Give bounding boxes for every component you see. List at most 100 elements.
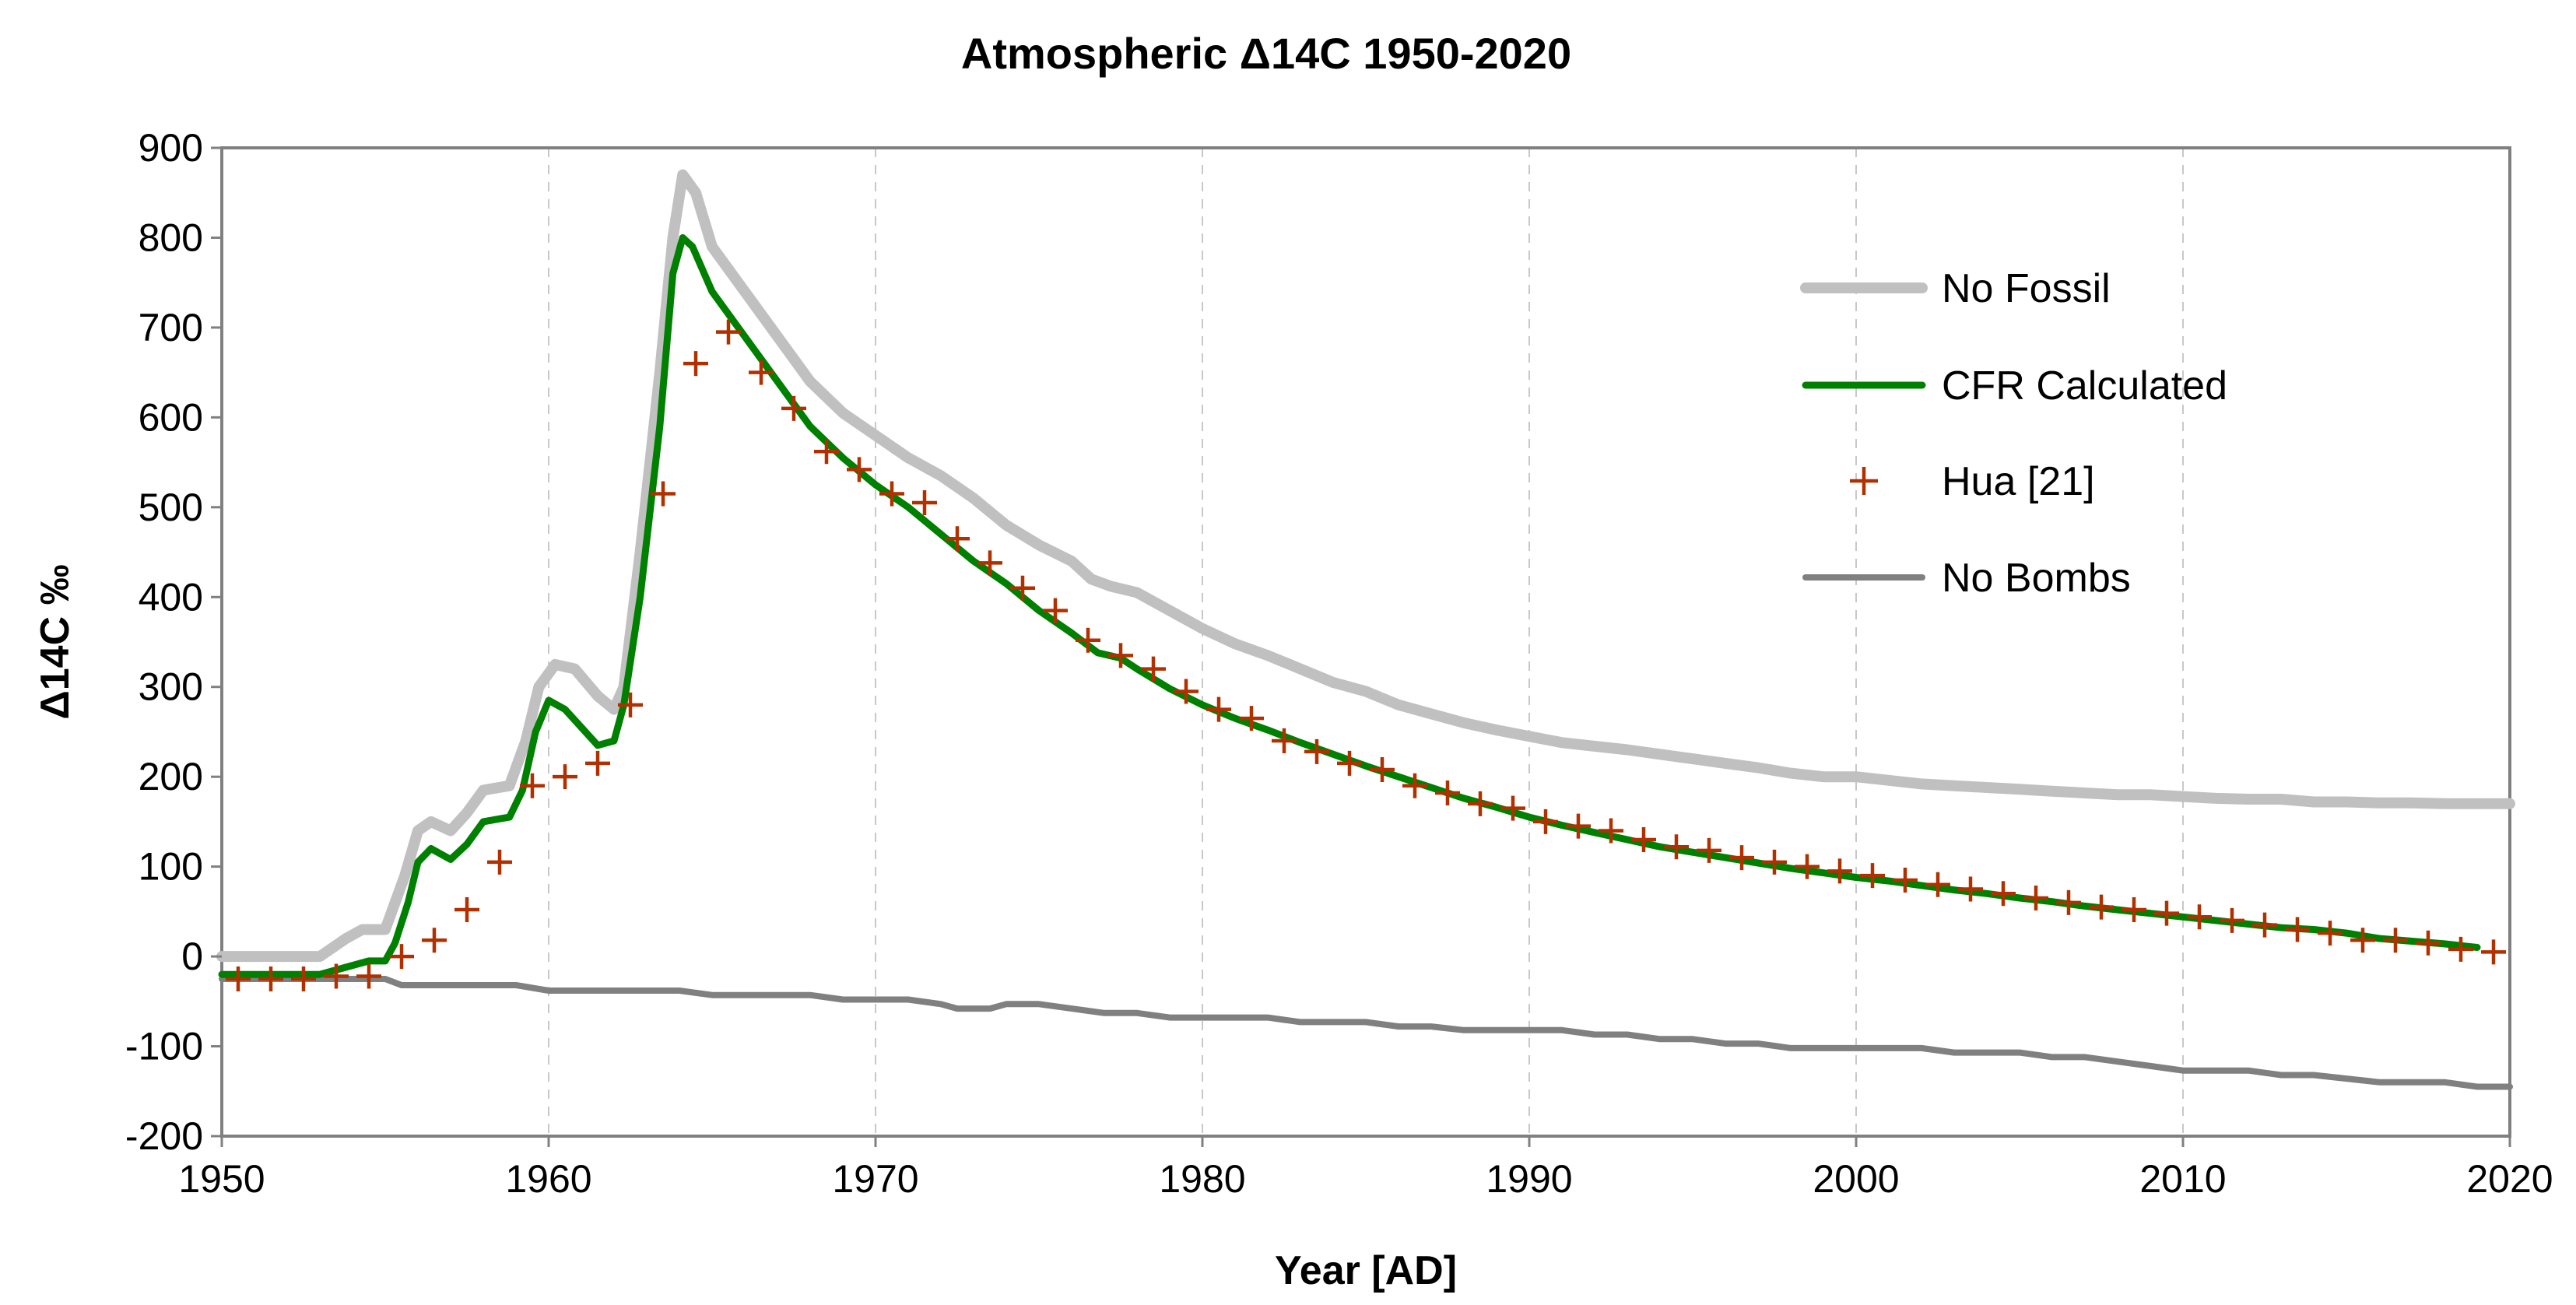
hua-data-point — [2252, 912, 2277, 938]
hua-data-point — [324, 963, 349, 989]
x-tick-label: 2000 — [1813, 1157, 1899, 1201]
series-layer — [216, 169, 2515, 1090]
y-tick-label: 400 — [139, 575, 203, 619]
axes: 1950 1960 1970 1980 1990 2000 2010 2020-200-100… — [125, 126, 2553, 1201]
y-tick-label: 0 — [181, 935, 203, 978]
legend-label-no-bombs: No Bombs — [1942, 556, 2131, 601]
hua-data-point — [2350, 928, 2375, 953]
y-tick-label: -100 — [125, 1025, 203, 1068]
x-tick-label: 2010 — [2139, 1157, 2226, 1201]
hua-data-point — [2383, 928, 2408, 953]
x-tick-label: 1960 — [505, 1157, 591, 1201]
hua-data-point — [422, 928, 447, 953]
chart-title: Atmospheric Δ14C 1950-2020 — [961, 29, 1571, 78]
hua-data-point — [2089, 894, 2114, 920]
hua-data-point — [2448, 936, 2473, 962]
x-tick-label: 1970 — [832, 1157, 918, 1201]
y-tick-label: 600 — [139, 395, 203, 439]
hua-data-point — [814, 439, 839, 465]
y-tick-label: 800 — [139, 216, 203, 259]
plot-area-frame — [220, 146, 2511, 1138]
hua-data-point — [1860, 863, 1885, 889]
hua-data-point — [1402, 773, 1427, 798]
hua-data-point — [1991, 881, 2016, 907]
hua-data-point — [1762, 849, 1787, 875]
x-tick-label: 1990 — [1486, 1157, 1572, 1201]
legend: No Fossil CFR Calculated Hua [21] No Bombs — [1800, 266, 2227, 601]
hua-data-point — [226, 966, 251, 991]
y-tick-label: 200 — [139, 755, 203, 798]
y-tick-label: 700 — [139, 306, 203, 349]
x-tick-label: 1980 — [1159, 1157, 1245, 1201]
hua-data-point — [1795, 854, 1820, 879]
hua-data-point — [1304, 738, 1329, 764]
x-tick-label: 2020 — [2466, 1157, 2553, 1201]
hua-data-point — [1174, 679, 1199, 704]
hua-data-point — [1141, 656, 1166, 682]
hua-data-point — [1664, 834, 1689, 860]
hua-data-point — [912, 490, 937, 516]
hua-data-point — [1958, 876, 1983, 902]
hua-data-point — [1468, 791, 1493, 816]
hua-data-point — [1729, 845, 1754, 871]
hua-data-point — [356, 963, 381, 989]
hua-data-point — [1239, 706, 1264, 731]
hua-data-point — [2023, 886, 2048, 911]
legend-swatch-hua-21- — [1850, 467, 1878, 495]
hua-data-point — [291, 966, 316, 991]
y-tick-label: 300 — [139, 665, 203, 709]
hua-data-point — [2187, 904, 2212, 930]
hua-data-point — [1925, 872, 1950, 897]
hua-data-point — [879, 481, 904, 507]
hua-data-point — [2220, 907, 2244, 933]
hua-data-point — [2318, 921, 2343, 946]
hua-data-point — [716, 319, 741, 345]
hua-data-point — [2056, 889, 2081, 915]
hua-data-point — [2481, 939, 2506, 965]
hua-data-point — [977, 550, 1002, 576]
hua-data-point — [1533, 809, 1558, 834]
hua-data-point — [2154, 900, 2179, 926]
hua-data-point — [683, 351, 708, 377]
hua-data-point — [1599, 818, 1623, 844]
hua-data-point — [585, 750, 610, 776]
hua-data-point — [520, 773, 545, 798]
hua-data-point — [454, 897, 479, 923]
hua-data-point — [847, 457, 872, 482]
legend-label-cfr-calculated: CFR Calculated — [1942, 363, 2227, 409]
hua-data-point — [749, 360, 774, 385]
grid-lines — [548, 148, 2184, 1136]
hua-data-point — [781, 395, 806, 421]
hua-data-point — [1206, 696, 1231, 722]
x-tick-label: 1950 — [178, 1157, 265, 1201]
y-axis-label: Δ14C ‰ — [33, 564, 78, 719]
hua-data-point — [1076, 627, 1100, 653]
hua-data-point — [1631, 827, 1656, 852]
x-axis-label: Year [AD] — [1275, 1248, 1457, 1293]
hua-data-point — [1370, 756, 1395, 782]
hua-data-point — [1337, 750, 1362, 776]
y-tick-label: -200 — [125, 1114, 203, 1158]
hua-data-point — [258, 966, 283, 991]
hua-data-point — [1043, 598, 1068, 623]
legend-label-no-fossil: No Fossil — [1942, 266, 2111, 311]
hua-data-point — [1435, 780, 1460, 805]
hua-data-point — [1108, 643, 1133, 668]
hua-data-point — [1893, 867, 1918, 893]
hua-data-point — [1566, 813, 1591, 839]
hua-data-point — [487, 849, 512, 875]
y-tick-label: 900 — [139, 126, 203, 170]
hua-data-point — [389, 944, 414, 970]
hua-data-point — [1272, 728, 1297, 753]
hua-data-point — [945, 526, 970, 552]
hua-data-point — [2122, 897, 2146, 923]
hua-data-point — [651, 481, 676, 507]
hua-data-point — [1697, 837, 1721, 863]
hua-data-point — [1500, 795, 1525, 821]
hua-data-point — [1827, 858, 1852, 884]
hua-data-point — [553, 764, 577, 790]
series-line-no-fossil — [216, 169, 2515, 963]
y-tick-label: 500 — [139, 486, 203, 529]
legend-label-hua-21-: Hua [21] — [1942, 459, 2095, 504]
